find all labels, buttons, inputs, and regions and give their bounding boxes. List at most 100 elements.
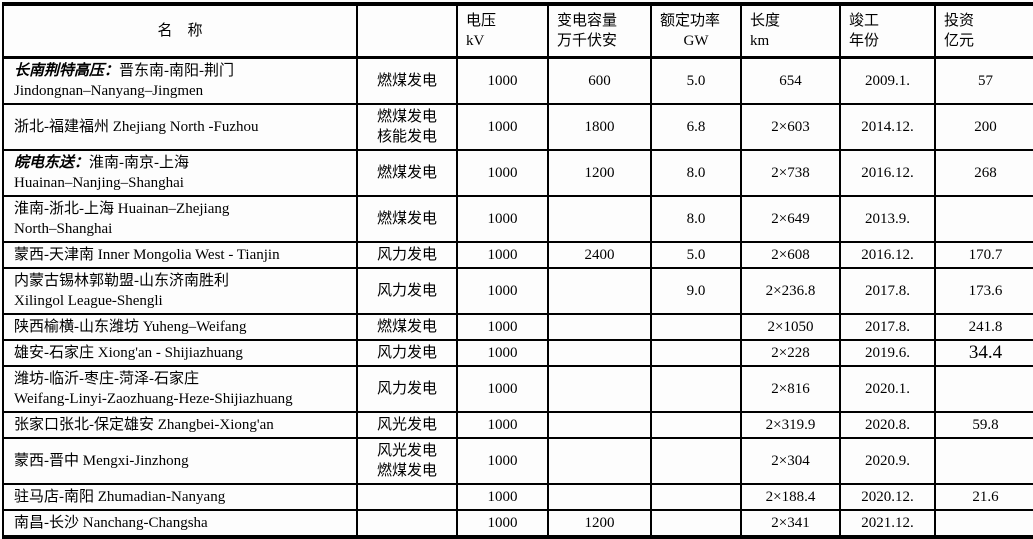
table-header: 名 称 电压 kV 变电容量 万千伏安 额定功率 GW 长 (2, 3, 1033, 59)
investment-cell: 59.8 (934, 411, 1033, 439)
completion-year-cell: 2019.6. (839, 339, 936, 367)
table-row: 蒙西-天津南 Inner Mongolia West - Tianjin 风力发… (2, 241, 1033, 269)
generation-type-cell: 风力发电 (356, 339, 458, 367)
capacity-cell (547, 411, 652, 439)
length-cell: 2×816 (740, 365, 841, 413)
generation-type-cell: 风光发电 (356, 411, 458, 439)
generation-type-cell: 燃煤发电 (356, 195, 458, 243)
generation-type-cell: 燃煤发电 (356, 313, 458, 341)
investment-cell (934, 437, 1033, 485)
completion-year-cell: 2020.8. (839, 411, 936, 439)
table-row: 长南荆特高压：晋东南-南阳-荆门 Jindongnan–Nanyang–Jingm… (2, 56, 1033, 105)
rated-power-cell: 5.0 (650, 241, 742, 269)
line-name-cell: 淮南-浙北-上海 Huainan–Zhejiang North–Shanghai (2, 195, 358, 243)
capacity-cell: 2400 (547, 241, 652, 269)
line-name-text: 蒙西-晋中 Mengxi-Jinzhong (14, 453, 189, 469)
line-name-cell: 浙北-福建福州 Zhejiang North -Fuzhou (2, 103, 358, 151)
voltage-cell: 1000 (456, 509, 549, 538)
length-cell: 2×1050 (740, 313, 841, 341)
rated-power-cell (650, 313, 742, 341)
capacity-cell: 1200 (547, 509, 652, 538)
completion-year-cell: 2020.1. (839, 365, 936, 413)
generation-type-cell: 燃煤发电 核能发电 (356, 103, 458, 151)
length-cell: 2×649 (740, 195, 841, 243)
voltage-cell: 1000 (456, 437, 549, 485)
completion-year-cell: 2021.12. (839, 509, 936, 538)
table-body: 长南荆特高压：晋东南-南阳-荆门 Jindongnan–Nanyang–Jingm… (2, 56, 1033, 538)
voltage-cell: 1000 (456, 267, 549, 315)
completion-year-cell: 2016.12. (839, 149, 936, 197)
investment-cell (934, 365, 1033, 413)
length-cell: 2×738 (740, 149, 841, 197)
generation-type-cell: 风力发电 (356, 267, 458, 315)
investment-cell: 34.4 (934, 339, 1033, 367)
line-name-text: 淮南-浙北-上海 Huainan–Zhejiang North–Shanghai (14, 201, 230, 237)
generation-type-cell (356, 509, 458, 538)
table-row: 陕西榆横-山东潍坊 Yuheng–Weifang 燃煤发电 1000 2×105… (2, 313, 1033, 341)
table-row: 淮南-浙北-上海 Huainan–Zhejiang North–Shanghai … (2, 195, 1033, 243)
length-cell: 2×603 (740, 103, 841, 151)
table-row: 内蒙古锡林郭勒盟-山东济南胜利 Xilingol League-Shengli 风… (2, 267, 1033, 315)
line-name-text: 晋东南-南阳-荆门 Jindongnan–Nanyang–Jingmen (14, 63, 235, 99)
voltage-cell: 1000 (456, 103, 549, 151)
capacity-cell (547, 483, 652, 511)
line-name-cell: 驻马店-南阳 Zhumadian-Nanyang (2, 483, 358, 511)
col-header-completion-year: 竣工 年份 (839, 3, 936, 59)
header-row: 名 称 电压 kV 变电容量 万千伏安 额定功率 GW 长 (2, 3, 1033, 59)
table-row: 张家口张北-保定雄安 Zhangbei-Xiong'an 风光发电 1000 2… (2, 411, 1033, 439)
line-name-cell: 蒙西-晋中 Mengxi-Jinzhong (2, 437, 358, 485)
length-cell: 2×304 (740, 437, 841, 485)
capacity-cell: 1200 (547, 149, 652, 197)
rated-power-cell: 5.0 (650, 56, 742, 105)
table-row: 蒙西-晋中 Mengxi-Jinzhong 风光发电 燃煤发电 1000 2×30… (2, 437, 1033, 485)
line-name-cell: 张家口张北-保定雄安 Zhangbei-Xiong'an (2, 411, 358, 439)
completion-year-cell: 2020.9. (839, 437, 936, 485)
generation-type-cell: 风光发电 燃煤发电 (356, 437, 458, 485)
table-row: 驻马店-南阳 Zhumadian-Nanyang 1000 2×188.4 20… (2, 483, 1033, 511)
rated-power-cell: 6.8 (650, 103, 742, 151)
rated-power-cell (650, 411, 742, 439)
line-name-text: 南昌-长沙 Nanchang-Changsha (14, 515, 208, 531)
capacity-cell (547, 365, 652, 413)
col-header-generation-type (356, 3, 458, 59)
rated-power-cell: 8.0 (650, 195, 742, 243)
length-cell: 2×236.8 (740, 267, 841, 315)
completion-year-cell: 2009.1. (839, 56, 936, 105)
line-name-text: 内蒙古锡林郭勒盟-山东济南胜利 Xilingol League-Shengli (14, 273, 229, 309)
line-name-text: 潍坊-临沂-枣庄-菏泽-石家庄 Weifang-Linyi-Zaozhuang-H… (14, 371, 293, 407)
voltage-cell: 1000 (456, 241, 549, 269)
line-name-bold-prefix: 长南荆特高压： (14, 63, 120, 79)
length-cell: 654 (740, 56, 841, 105)
generation-type-cell: 燃煤发电 (356, 56, 458, 105)
rated-power-cell (650, 483, 742, 511)
rated-power-cell (650, 509, 742, 538)
generation-type-cell: 燃煤发电 (356, 149, 458, 197)
investment-cell: 268 (934, 149, 1033, 197)
investment-cell: 241.8 (934, 313, 1033, 341)
voltage-cell: 1000 (456, 149, 549, 197)
line-name-cell: 南昌-长沙 Nanchang-Changsha (2, 509, 358, 538)
completion-year-cell: 2016.12. (839, 241, 936, 269)
line-name-text: 浙北-福建福州 Zhejiang North -Fuzhou (14, 119, 259, 135)
col-header-rated-power: 额定功率 GW (650, 3, 742, 59)
voltage-cell: 1000 (456, 411, 549, 439)
completion-year-cell: 2017.8. (839, 267, 936, 315)
table-row: 浙北-福建福州 Zhejiang North -Fuzhou 燃煤发电 核能发电 … (2, 103, 1033, 151)
rated-power-cell: 9.0 (650, 267, 742, 315)
length-cell: 2×319.9 (740, 411, 841, 439)
investment-cell: 173.6 (934, 267, 1033, 315)
voltage-cell: 1000 (456, 56, 549, 105)
length-cell: 2×341 (740, 509, 841, 538)
rated-power-cell (650, 339, 742, 367)
voltage-cell: 1000 (456, 195, 549, 243)
line-name-text: 淮南-南京-上海 Huainan–Nanjing–Shanghai (14, 155, 190, 191)
generation-type-cell: 风力发电 (356, 241, 458, 269)
line-name-cell: 蒙西-天津南 Inner Mongolia West - Tianjin (2, 241, 358, 269)
investment-cell (934, 195, 1033, 243)
voltage-cell: 1000 (456, 483, 549, 511)
col-header-name: 名 称 (2, 3, 358, 59)
table-row: 南昌-长沙 Nanchang-Changsha 1000 1200 2×341 … (2, 509, 1033, 538)
table-row: 雄安-石家庄 Xiong'an - Shijiazhuang 风力发电 1000… (2, 339, 1033, 367)
length-cell: 2×228 (740, 339, 841, 367)
